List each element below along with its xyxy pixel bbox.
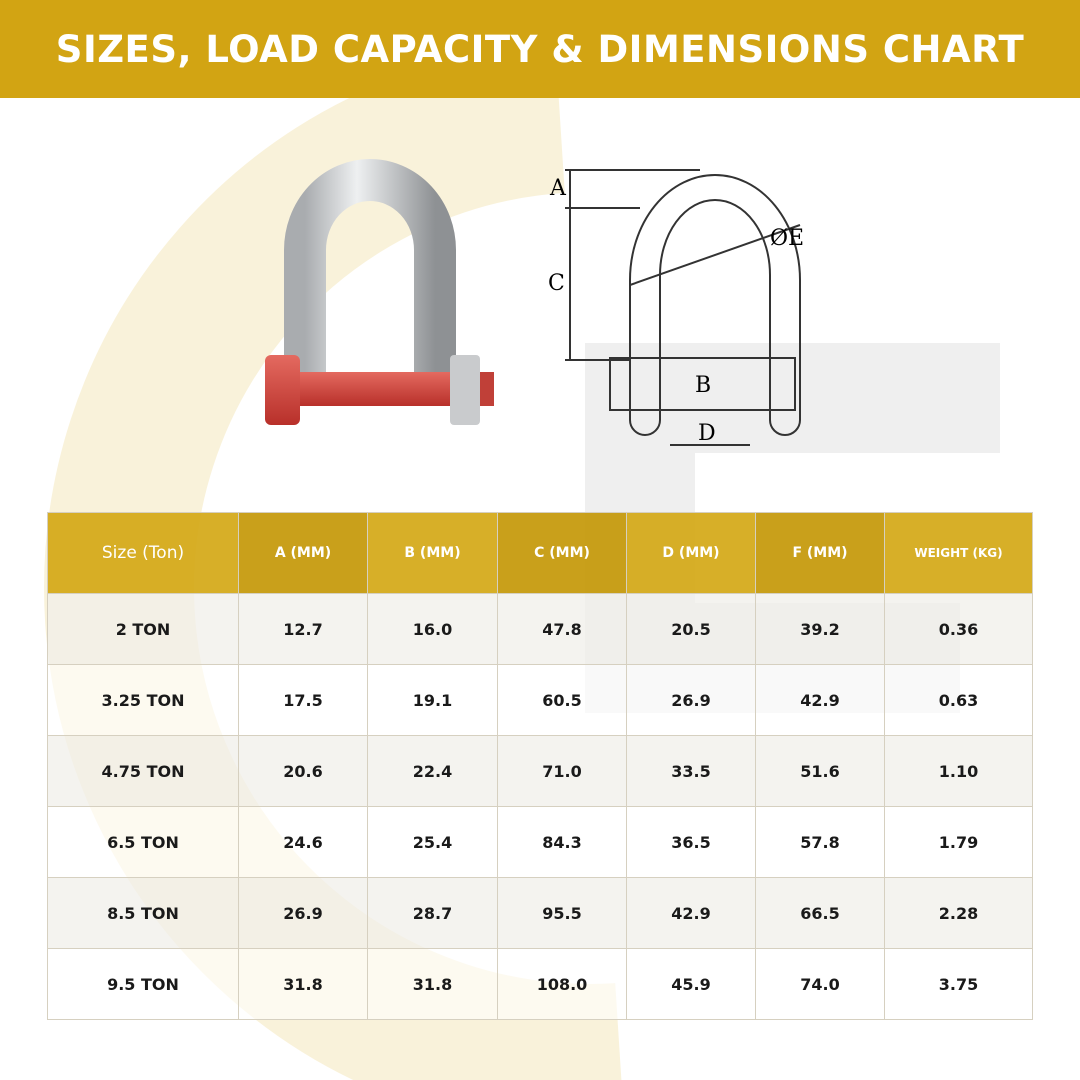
- cell-b: 22.4: [367, 735, 498, 807]
- cell-d: 36.5: [626, 806, 756, 878]
- cell-b: 16.0: [367, 593, 498, 665]
- cell-weight: 0.63: [884, 664, 1033, 736]
- cell-d: 26.9: [626, 664, 756, 736]
- cell-c: 47.8: [497, 593, 627, 665]
- cell-f: 51.6: [755, 735, 885, 807]
- cell-f: 42.9: [755, 664, 885, 736]
- title-banner: SIZES, LOAD CAPACITY & DIMENSIONS CHART: [0, 0, 1080, 98]
- cell-b: 31.8: [367, 948, 498, 1020]
- cell-a: 24.6: [238, 806, 368, 878]
- cell-f: 39.2: [755, 593, 885, 665]
- cell-c: 95.5: [497, 877, 627, 949]
- table-row: 9.5 TON 31.8 31.8 108.0 45.9 74.0 3.75: [47, 948, 1033, 1020]
- label-c: C: [548, 271, 565, 296]
- cell-b: 25.4: [367, 806, 498, 878]
- cell-d: 20.5: [626, 593, 756, 665]
- cell-size: 8.5 TON: [47, 877, 239, 949]
- cell-weight: 2.28: [884, 877, 1033, 949]
- cell-f: 74.0: [755, 948, 885, 1020]
- cell-a: 17.5: [238, 664, 368, 736]
- cell-weight: 0.36: [884, 593, 1033, 665]
- table-row: 4.75 TON 20.6 22.4 71.0 33.5 51.6 1.10: [47, 735, 1033, 807]
- cell-c: 84.3: [497, 806, 627, 878]
- shackle-photo: [265, 159, 494, 425]
- header-c: C (MM): [497, 512, 627, 594]
- table-row: 6.5 TON 24.6 25.4 84.3 36.5 57.8 1.79: [47, 806, 1033, 878]
- header-b: B (MM): [367, 512, 498, 594]
- cell-a: 31.8: [238, 948, 368, 1020]
- cell-weight: 1.10: [884, 735, 1033, 807]
- table-row: 3.25 TON 17.5 19.1 60.5 26.9 42.9 0.63: [47, 664, 1033, 736]
- cell-f: 57.8: [755, 806, 885, 878]
- cell-c: 71.0: [497, 735, 627, 807]
- cell-d: 42.9: [626, 877, 756, 949]
- cell-size: 9.5 TON: [47, 948, 239, 1020]
- dimension-diagram: A C B D ØE: [548, 169, 804, 446]
- cell-size: 6.5 TON: [47, 806, 239, 878]
- cell-size: 2 TON: [47, 593, 239, 665]
- dimensions-table: Size (Ton) A (MM) B (MM) C (MM) D (MM) F…: [47, 512, 1033, 1020]
- cell-size: 4.75 TON: [47, 735, 239, 807]
- cell-f: 66.5: [755, 877, 885, 949]
- cell-b: 19.1: [367, 664, 498, 736]
- table-header-row: Size (Ton) A (MM) B (MM) C (MM) D (MM) F…: [47, 512, 1033, 594]
- cell-a: 20.6: [238, 735, 368, 807]
- label-d: D: [698, 421, 716, 446]
- page-title: SIZES, LOAD CAPACITY & DIMENSIONS CHART: [55, 27, 1025, 71]
- cell-c: 108.0: [497, 948, 627, 1020]
- header-d: D (MM): [626, 512, 756, 594]
- header-a: A (MM): [238, 512, 368, 594]
- cell-weight: 3.75: [884, 948, 1033, 1020]
- table-row: 8.5 TON 26.9 28.7 95.5 42.9 66.5 2.28: [47, 877, 1033, 949]
- cell-b: 28.7: [367, 877, 498, 949]
- cell-size: 3.25 TON: [47, 664, 239, 736]
- cell-d: 33.5: [626, 735, 756, 807]
- header-weight: WEIGHT (KG): [884, 512, 1033, 594]
- label-b: B: [695, 373, 711, 398]
- table-row: 2 TON 12.7 16.0 47.8 20.5 39.2 0.36: [47, 593, 1033, 665]
- header-size: Size (Ton): [47, 512, 239, 594]
- cell-a: 26.9: [238, 877, 368, 949]
- label-a: A: [549, 176, 567, 201]
- cell-c: 60.5: [497, 664, 627, 736]
- cell-a: 12.7: [238, 593, 368, 665]
- cell-d: 45.9: [626, 948, 756, 1020]
- header-f: F (MM): [755, 512, 885, 594]
- cell-weight: 1.79: [884, 806, 1033, 878]
- label-e: ØE: [770, 226, 804, 251]
